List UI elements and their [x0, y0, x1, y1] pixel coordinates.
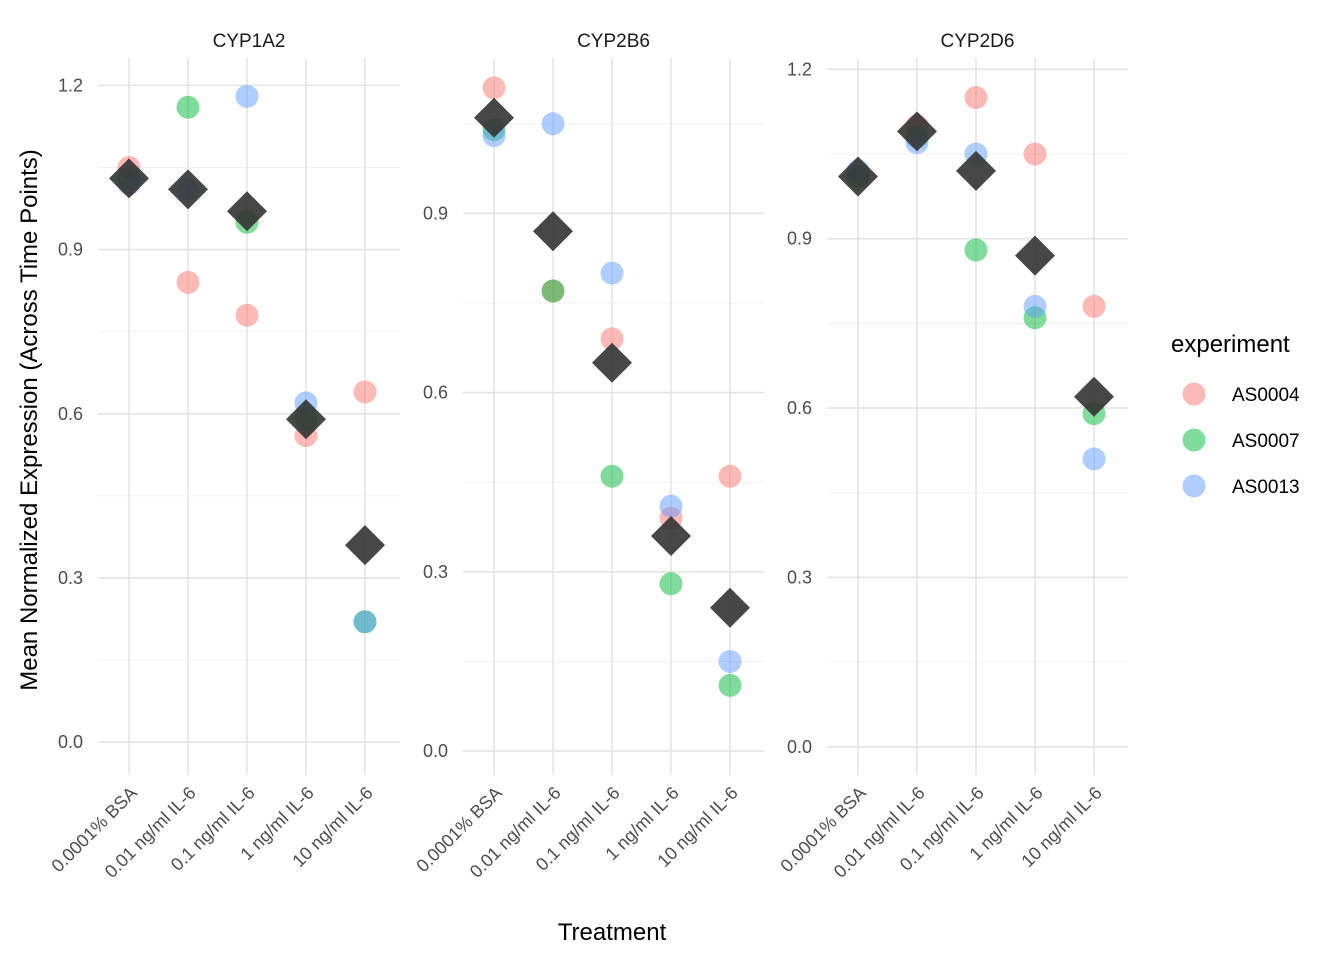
mean-marker	[533, 211, 573, 252]
data-point-as0004	[353, 380, 377, 404]
y-tick-label: 1.2	[58, 75, 83, 95]
y-tick-label: 0.3	[423, 562, 448, 582]
y-tick-label: 0.0	[423, 741, 448, 761]
y-tick-label: 0.6	[787, 398, 812, 418]
data-point-as0013	[235, 84, 259, 108]
legend: experiment AS0004 AS0007 AS0013	[1171, 331, 1300, 498]
y-axis-title: Mean Normalized Expression (Across Time …	[16, 149, 43, 691]
y-tick-label: 0.3	[58, 568, 83, 588]
mean-marker	[1015, 235, 1055, 276]
mean-marker	[956, 150, 996, 191]
y-tick-label: 0.6	[58, 404, 83, 424]
y-tick-label: 0.6	[423, 383, 448, 403]
panel-title: CYP2D6	[941, 31, 1015, 52]
mean-marker	[168, 169, 208, 210]
y-tick-label: 0.0	[787, 737, 812, 757]
panel-title: CYP1A2	[213, 31, 286, 52]
legend-key-as0013	[1182, 474, 1206, 498]
data-point-as0013	[1082, 447, 1106, 471]
mean-marker	[651, 516, 691, 556]
panel-title: CYP2B6	[577, 31, 650, 52]
mean-marker	[345, 525, 385, 566]
data-point-as0013	[659, 494, 683, 518]
y-tick-label: 1.2	[787, 59, 812, 79]
data-point-as0013	[600, 261, 624, 285]
data-point-as0004	[718, 464, 742, 488]
legend-key-as0004	[1182, 382, 1206, 406]
mean-marker	[710, 587, 750, 628]
data-point-as0004	[600, 327, 624, 351]
data-point-as0004	[176, 270, 200, 294]
data-point-as0004	[482, 76, 506, 100]
mean-marker	[1074, 376, 1114, 417]
data-point-as0004	[1023, 142, 1047, 166]
data-point-as0004	[964, 86, 988, 110]
mean-marker	[897, 111, 937, 152]
data-point-as0013	[1023, 294, 1047, 318]
mean-marker	[286, 399, 326, 440]
data-point-as0013	[718, 649, 742, 673]
legend-label: AS0013	[1232, 477, 1300, 498]
mean-marker	[838, 156, 878, 197]
data-point-as0007	[718, 673, 742, 697]
mean-marker	[227, 191, 267, 232]
y-tick-label: 0.9	[787, 229, 812, 249]
mean-marker	[474, 97, 514, 138]
data-point-as0007	[600, 464, 624, 488]
y-tick-label: 0.9	[58, 240, 83, 260]
y-tick-label: 0.0	[58, 732, 83, 752]
data-point-as0013	[541, 112, 565, 136]
data-point-as0004	[1082, 294, 1106, 318]
data-point-as0007	[659, 572, 683, 596]
data-point-as0007	[541, 279, 565, 303]
mean-marker	[592, 342, 632, 383]
data-point-as0004	[235, 303, 259, 327]
data-point-as0007	[964, 238, 988, 262]
y-tick-label: 0.9	[423, 203, 448, 223]
legend-title: experiment	[1171, 331, 1290, 358]
legend-label: AS0004	[1232, 385, 1300, 406]
legend-key-as0007	[1182, 428, 1206, 452]
legend-label: AS0007	[1232, 431, 1300, 452]
data-point-as0013	[353, 610, 377, 634]
y-tick-label: 0.3	[787, 567, 812, 587]
x-axis-title: Treatment	[558, 919, 667, 946]
mean-marker	[109, 158, 149, 199]
data-point-as0007	[176, 95, 200, 119]
